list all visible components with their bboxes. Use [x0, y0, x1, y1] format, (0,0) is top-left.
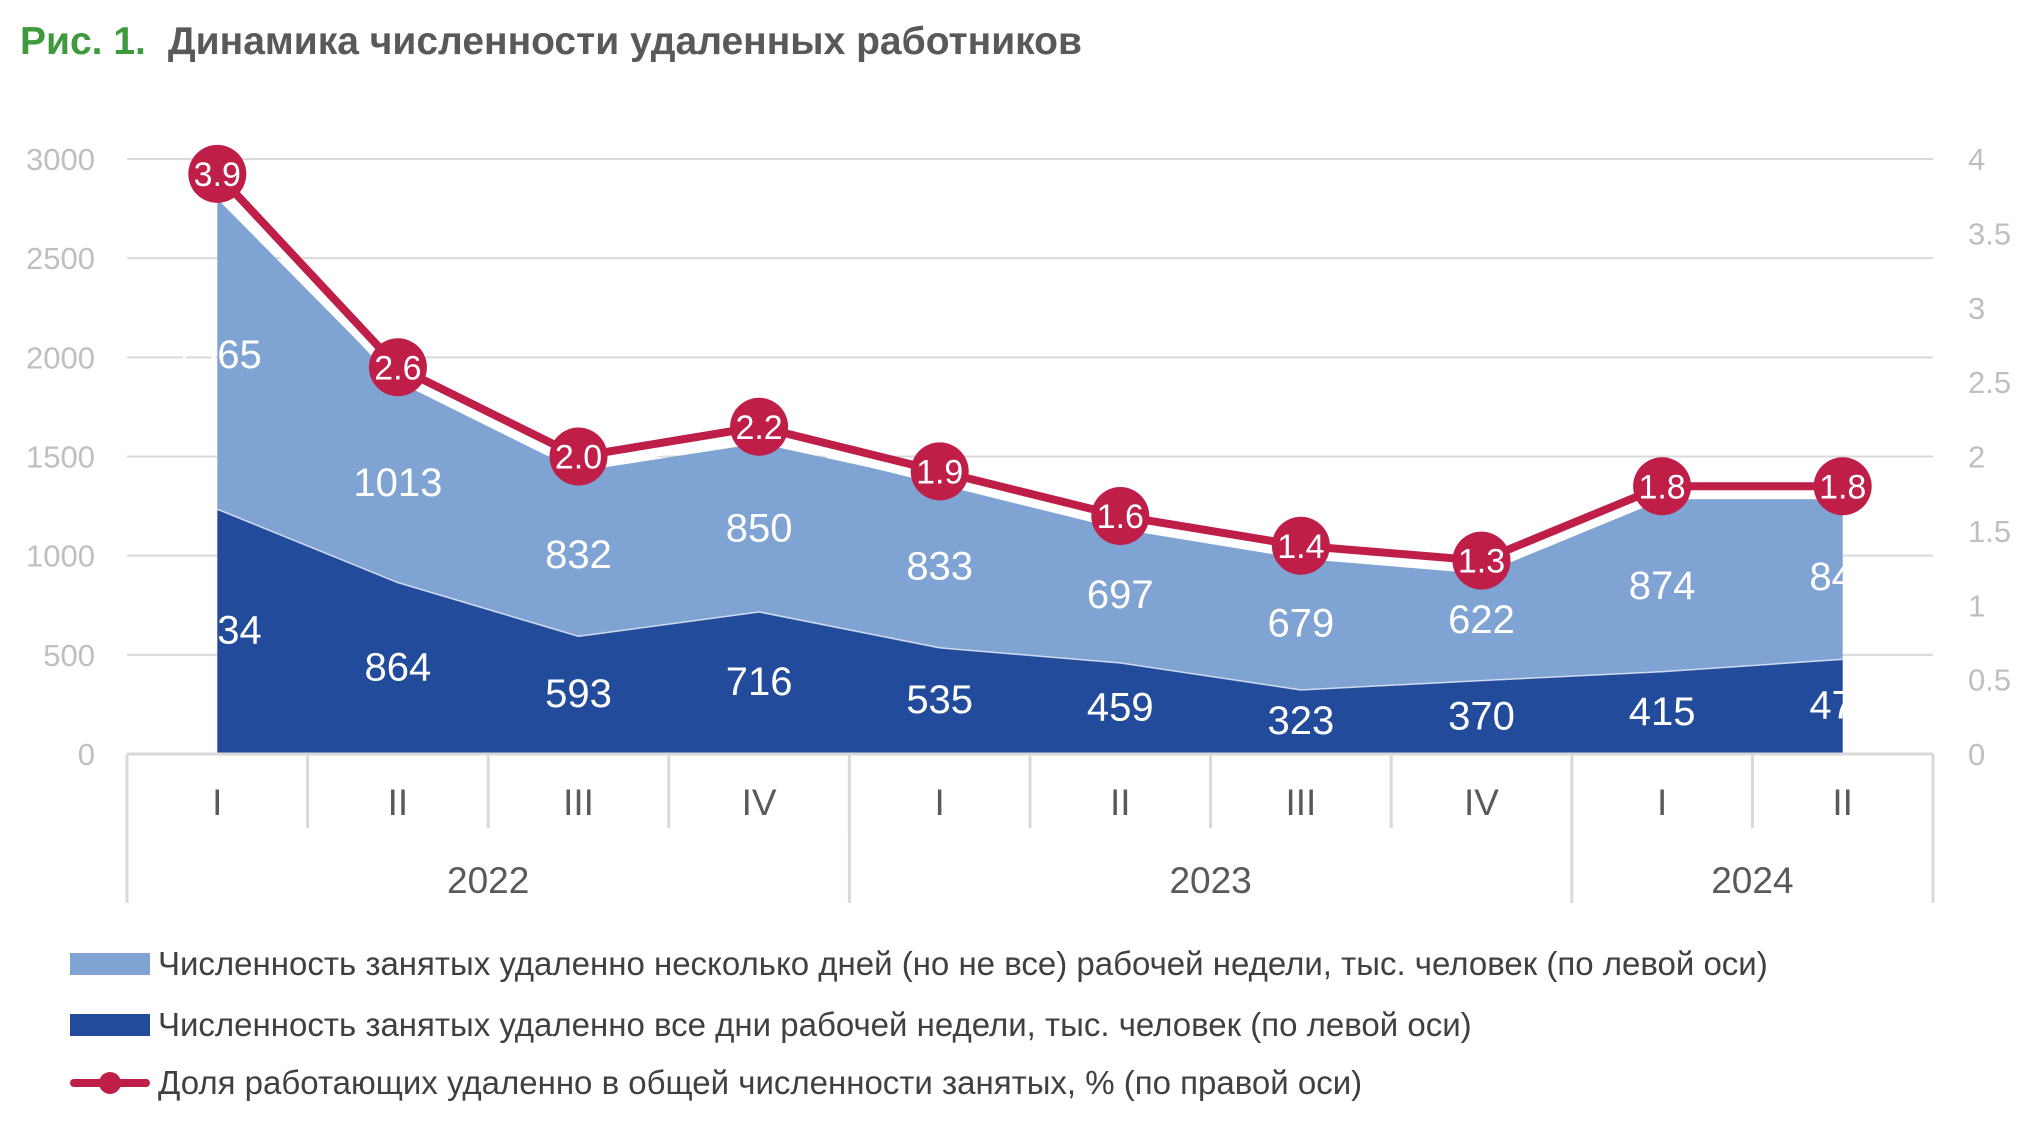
- title-text: Динамика численности удаленных работнико…: [167, 20, 1082, 63]
- right-tick-label: 2: [1968, 440, 1985, 475]
- share-label: 1.3: [1458, 543, 1505, 581]
- legend-label: Численность занятых удаленно все дни раб…: [158, 1006, 1472, 1043]
- quarter-label: III: [563, 782, 594, 823]
- year-label: 2023: [1169, 860, 1251, 901]
- share-marker: [1813, 457, 1872, 516]
- data-label-partial: 622: [1448, 598, 1515, 642]
- legend-label: Численность занятых удаленно несколько д…: [158, 945, 1768, 982]
- data-label-partial: 850: [726, 507, 793, 551]
- share-label: 2.0: [555, 439, 602, 477]
- data-label-full: 323: [1268, 699, 1335, 743]
- left-tick-label: 0: [78, 737, 95, 772]
- data-label-partial: 1565: [173, 333, 262, 377]
- right-tick-label: 3.5: [1968, 216, 2011, 251]
- year-label: 2022: [447, 860, 529, 901]
- share-marker: [188, 144, 247, 203]
- share-label: 1.6: [1097, 498, 1144, 536]
- right-tick-label: 2.5: [1968, 365, 2011, 400]
- right-tick-label: 0.5: [1968, 663, 2011, 698]
- left-tick-label: 3000: [26, 142, 95, 177]
- share-line: [214, 171, 1843, 565]
- data-label-full: 477: [1809, 684, 1876, 728]
- quarter-label: IV: [742, 782, 777, 823]
- area-full: [217, 509, 1843, 754]
- share-label: 1.9: [916, 453, 963, 491]
- right-tick-label: 1: [1968, 588, 1985, 623]
- share-marker: [730, 397, 789, 456]
- data-label-partial: 1013: [353, 461, 442, 505]
- legend-item-share: Доля работающих удаленно в общей численн…: [70, 1064, 1362, 1102]
- quarter-label: IV: [1464, 782, 1499, 823]
- area-boundary: [217, 508, 1843, 691]
- left-tick-label: 1000: [26, 539, 95, 574]
- share-line-outline: [211, 173, 1843, 574]
- data-label-partial: 874: [1629, 564, 1696, 608]
- left-tick-label: 1500: [26, 440, 95, 475]
- data-label-partial: 697: [1087, 573, 1154, 617]
- share-label: 1.4: [1277, 528, 1324, 566]
- data-label-partial: 832: [545, 533, 612, 577]
- share-marker: [1452, 531, 1511, 590]
- right-tick-label: 3: [1968, 291, 1985, 326]
- data-label-full: 716: [726, 660, 793, 704]
- share-marker: [549, 427, 608, 486]
- data-label-full: 415: [1629, 690, 1696, 734]
- quarter-label: II: [1110, 782, 1131, 823]
- data-label-partial: 679: [1268, 602, 1335, 646]
- share-marker: [1271, 516, 1330, 575]
- quarter-label: I: [1657, 782, 1667, 823]
- legend-item-full: Численность занятых удаленно все дни раб…: [70, 1006, 1472, 1044]
- share-label: 1.8: [1638, 468, 1685, 506]
- data-label-partial: 833: [906, 544, 973, 588]
- legend-swatch-light: [70, 953, 150, 975]
- data-label-full: 864: [365, 645, 432, 689]
- right-tick-label: 4: [1968, 142, 1985, 177]
- chart-title: Рис. 1. Динамика численности удаленных ра…: [20, 20, 1082, 64]
- data-label-full: 370: [1448, 694, 1515, 738]
- right-tick-label: 0: [1968, 737, 1985, 772]
- legend-swatch-dark: [70, 1014, 150, 1036]
- share-marker: [1091, 487, 1150, 545]
- quarter-label: III: [1285, 782, 1316, 823]
- share-marker: [1633, 457, 1692, 516]
- legend-item-partial: Численность занятых удаленно несколько д…: [70, 945, 1768, 983]
- legend-line-marker: [70, 1072, 150, 1094]
- left-tick-label: 500: [43, 638, 95, 673]
- data-label-full: 535: [906, 678, 973, 722]
- share-marker: [910, 442, 969, 501]
- share-label: 3.9: [194, 156, 241, 194]
- quarter-label: II: [1832, 782, 1853, 823]
- share-marker: [368, 338, 427, 397]
- quarter-label: II: [388, 782, 409, 823]
- data-label-full: 593: [545, 672, 612, 716]
- share-label: 2.6: [374, 349, 421, 387]
- left-tick-label: 2500: [26, 241, 95, 276]
- share-label: 1.8: [1819, 468, 1866, 506]
- legend-label: Доля работающих удаленно в общей численн…: [158, 1064, 1363, 1101]
- quarter-label: I: [935, 782, 945, 823]
- share-label: 2.2: [735, 409, 782, 447]
- data-label-full: 459: [1087, 685, 1154, 729]
- right-tick-label: 1.5: [1968, 514, 2011, 549]
- data-label-full: 1234: [173, 609, 262, 653]
- year-label: 2024: [1711, 860, 1793, 901]
- left-tick-label: 2000: [26, 340, 95, 375]
- figure-number: Рис. 1.: [20, 20, 146, 63]
- quarter-label: I: [212, 782, 222, 823]
- data-label-partial: 843: [1809, 555, 1876, 599]
